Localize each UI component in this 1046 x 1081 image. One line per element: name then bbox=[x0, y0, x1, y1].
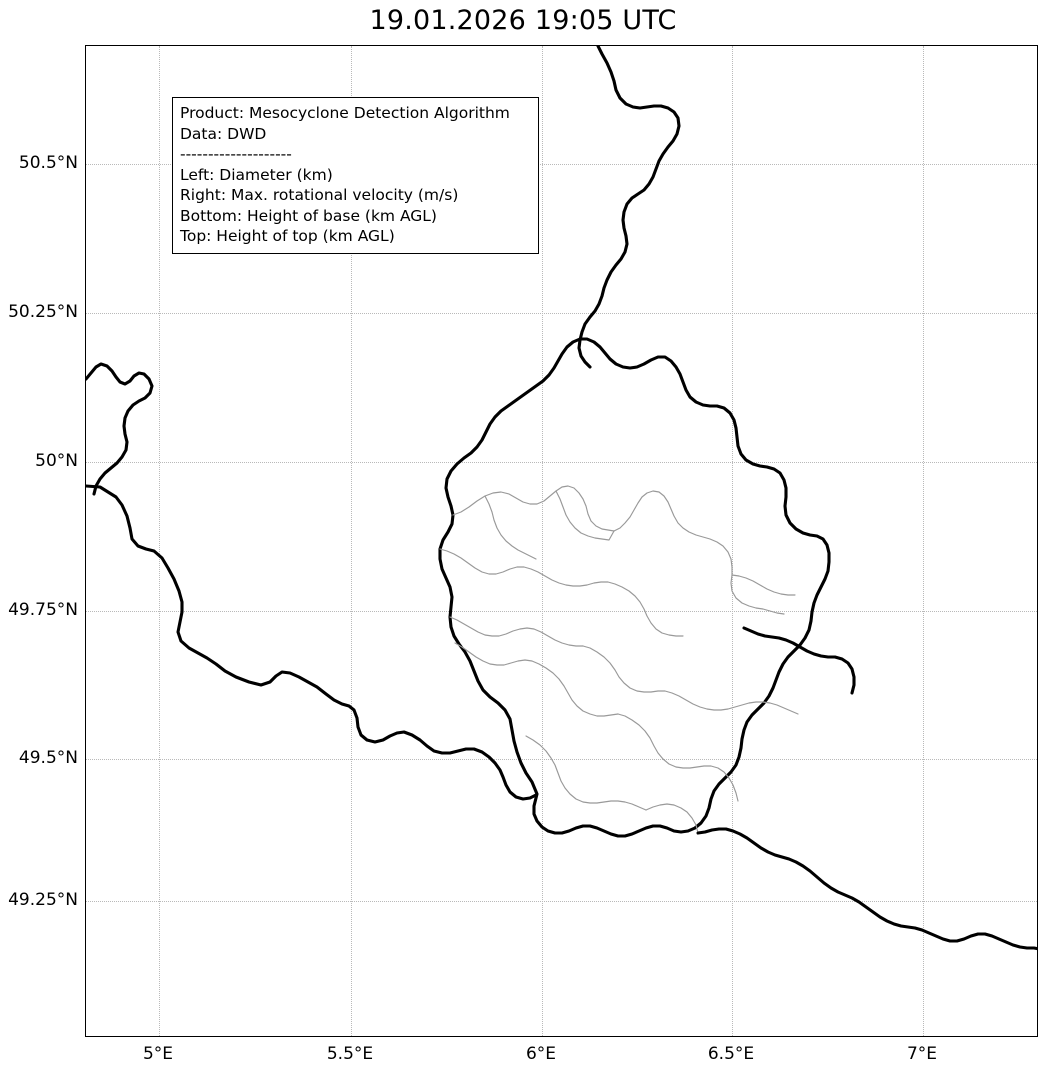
y-axis-tick-label: 50.25°N bbox=[8, 302, 78, 322]
gridline-vertical-1 bbox=[351, 46, 352, 1036]
info-box-line-3: Left: Diameter (km) bbox=[180, 165, 333, 184]
border-belgium-northwest bbox=[86, 362, 154, 496]
x-axis-tick-label: 5°E bbox=[142, 1044, 174, 1064]
gridline-vertical-0 bbox=[159, 46, 160, 1036]
border-belgium-france bbox=[86, 484, 538, 801]
map-geometry bbox=[86, 46, 1037, 951]
x-axis-tick-label: 6.5°E bbox=[707, 1044, 755, 1064]
border-belgium-germany bbox=[577, 46, 681, 369]
gridline-horizontal-2 bbox=[86, 462, 1037, 463]
info-box-line-5: Bottom: Height of base (km AGL) bbox=[180, 206, 437, 225]
gridline-vertical-4 bbox=[923, 46, 924, 1036]
border-germany-east bbox=[742, 626, 856, 695]
gridline-vertical-3 bbox=[732, 46, 733, 1036]
x-axis-tick-label: 5.5°E bbox=[326, 1044, 374, 1064]
gridline-horizontal-0 bbox=[86, 164, 1037, 165]
info-box-line-0: Product: Mesocyclone Detection Algorithm bbox=[180, 104, 510, 122]
border-france-germany bbox=[696, 827, 1037, 951]
y-axis-tick-label: 50.5°N bbox=[18, 153, 78, 173]
info-box-line-6: Top: Height of top (km AGL) bbox=[180, 227, 395, 245]
gridline-vertical-2 bbox=[542, 46, 543, 1036]
luxembourg-cantons bbox=[439, 485, 799, 834]
x-axis-tick-label: 7°E bbox=[906, 1044, 938, 1064]
info-box-line-2: -------------------- bbox=[180, 145, 292, 163]
y-axis-tick-label: 49.25°N bbox=[8, 890, 78, 910]
info-box-line-1: Data: DWD bbox=[180, 124, 267, 143]
x-axis-tick-label: 6°E bbox=[525, 1044, 557, 1064]
gridline-horizontal-1 bbox=[86, 313, 1037, 314]
page-title: 19.01.2026 19:05 UTC bbox=[369, 5, 677, 36]
info-box-line-4: Right: Max. rotational velocity (m/s) bbox=[180, 186, 459, 204]
gridline-horizontal-4 bbox=[86, 759, 1037, 760]
gridline-horizontal-3 bbox=[86, 611, 1037, 612]
gridline-horizontal-5 bbox=[86, 901, 1037, 902]
y-axis-tick-label: 49.5°N bbox=[18, 748, 78, 768]
border-luxembourg bbox=[438, 337, 831, 838]
info-box: Product: Mesocyclone Detection Algorithm… bbox=[172, 97, 539, 254]
map-plot-area[interactable]: Product: Mesocyclone Detection Algorithm… bbox=[85, 45, 1038, 1037]
y-axis-tick-label: 49.75°N bbox=[8, 600, 78, 620]
y-axis-tick-label: 50°N bbox=[35, 451, 78, 471]
